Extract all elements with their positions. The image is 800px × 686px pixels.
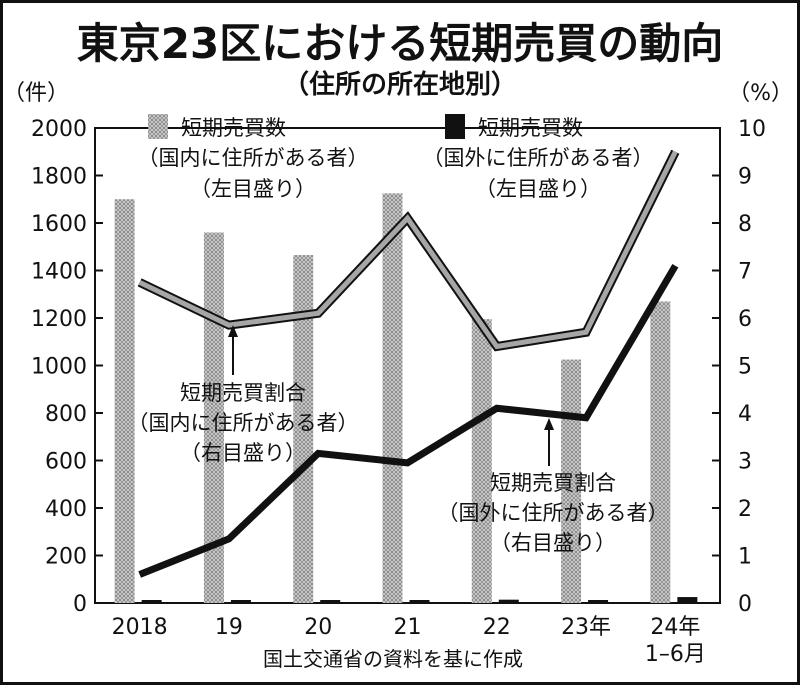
chart-title: 東京23区における短期売買の動向 [77, 19, 723, 68]
bar-foreign [498, 599, 519, 603]
right-tick-label: 9 [738, 165, 752, 190]
annotation-foreign-line1: 短期売買割合 [490, 471, 616, 495]
left-tick-label: 800 [45, 402, 87, 427]
annotation-foreign-line: 短期売買割合 （国外に住所がある者） （右目盛り） [438, 418, 669, 555]
legend-domestic-line2: （国内に住所がある者） [138, 146, 369, 170]
right-tick-label: 1 [738, 545, 752, 570]
left-axis-ticks: 0 200 400 600 800 1000 1200 1400 1600 1800 2000 [31, 117, 103, 617]
legend-swatch-foreign [445, 114, 465, 139]
plot-frame [94, 127, 721, 604]
x-tick-label: 1–6月 [645, 642, 706, 667]
annotation-domestic-line: 短期売買割合 （国内に住所がある者） （右目盛り） [128, 325, 359, 465]
x-tick-label: 19 [215, 615, 243, 640]
x-tick-label: 21 [394, 615, 422, 640]
annotation-domestic-line3: （右目盛り） [180, 441, 306, 465]
bar-domestic [650, 301, 671, 603]
x-tick-label: 22 [483, 615, 511, 640]
annotation-foreign-arrowhead [544, 418, 554, 430]
right-tick-label: 2 [738, 497, 752, 522]
right-axis-ticks: 0 1 2 3 4 5 6 7 8 9 10 [712, 117, 766, 617]
right-tick-label: 6 [738, 307, 752, 332]
right-tick-label: 5 [738, 355, 752, 380]
bar-foreign [588, 600, 609, 603]
left-tick-label: 1800 [31, 165, 87, 190]
source-note: 国土交通省の資料を基に作成 [263, 647, 523, 671]
bar-foreign [320, 600, 341, 603]
chart-svg: 東京23区における短期売買の動向 （住所の所在地別） （件） （%） 02004… [3, 19, 793, 671]
foreign-line [138, 263, 679, 578]
left-tick-label: 1200 [31, 307, 87, 332]
right-tick-label: 7 [738, 260, 752, 285]
x-tick-label: 23年 [561, 615, 611, 640]
left-tick-label: 600 [45, 450, 87, 475]
bar-foreign [677, 597, 698, 603]
bar-foreign [141, 600, 162, 603]
legend-foreign: 短期売買数 （国外に住所がある者） （左目盛り） [423, 114, 654, 201]
right-tick-label: 4 [738, 402, 752, 427]
left-tick-label: 1400 [31, 260, 87, 285]
domestic-line-path [138, 150, 678, 350]
bar-domestic [293, 255, 314, 603]
legend-foreign-line2: （国外に住所がある者） [423, 146, 654, 170]
x-tick-label: 24年 [650, 615, 700, 640]
domestic-bars [114, 193, 671, 603]
right-axis-unit: （%） [728, 81, 793, 106]
legend-swatch-domestic [148, 114, 168, 139]
left-tick-label: 200 [45, 545, 87, 570]
foreign-bars [141, 597, 698, 603]
legend-foreign-line1: 短期売買数 [478, 116, 583, 140]
x-tick-label: 20 [304, 615, 332, 640]
bar-domestic [114, 199, 135, 603]
legend-domestic-line3: （左目盛り） [190, 177, 316, 201]
annotation-foreign-line2: （国外に住所がある者） [438, 501, 669, 525]
left-tick-label: 1000 [31, 355, 87, 380]
bar-domestic [561, 359, 582, 603]
annotation-domestic-line2: （国内に住所がある者） [128, 411, 359, 435]
legend-foreign-line3: （左目盛り） [475, 177, 601, 201]
bar-domestic [382, 193, 403, 603]
annotation-foreign-line3: （右目盛り） [490, 531, 616, 555]
bar-domestic [471, 319, 492, 603]
right-tick-label: 10 [738, 117, 766, 142]
domestic-line [137, 149, 680, 352]
left-axis-unit: （件） [3, 81, 69, 106]
left-tick-label: 400 [45, 497, 87, 522]
plot-border [94, 127, 721, 604]
legend-domestic: 短期売買数 （国内に住所がある者） （左目盛り） [138, 114, 369, 201]
left-tick-label: 0 [73, 592, 87, 617]
left-tick-label: 1600 [31, 212, 87, 237]
annotation-domestic-arrowhead [228, 325, 238, 337]
bar-foreign [409, 600, 430, 603]
chart-subtitle: （住所の所在地別） [283, 69, 517, 100]
annotation-domestic-line1: 短期売買割合 [180, 381, 306, 405]
legend-domestic-line1: 短期売買数 [181, 116, 286, 140]
right-tick-label: 3 [738, 450, 752, 475]
right-tick-label: 8 [738, 212, 752, 237]
left-tick-label: 2000 [31, 117, 87, 142]
bar-foreign [230, 600, 251, 603]
foreign-line-path [138, 263, 679, 578]
right-tick-label: 0 [738, 592, 752, 617]
x-tick-label: 2018 [112, 615, 168, 640]
